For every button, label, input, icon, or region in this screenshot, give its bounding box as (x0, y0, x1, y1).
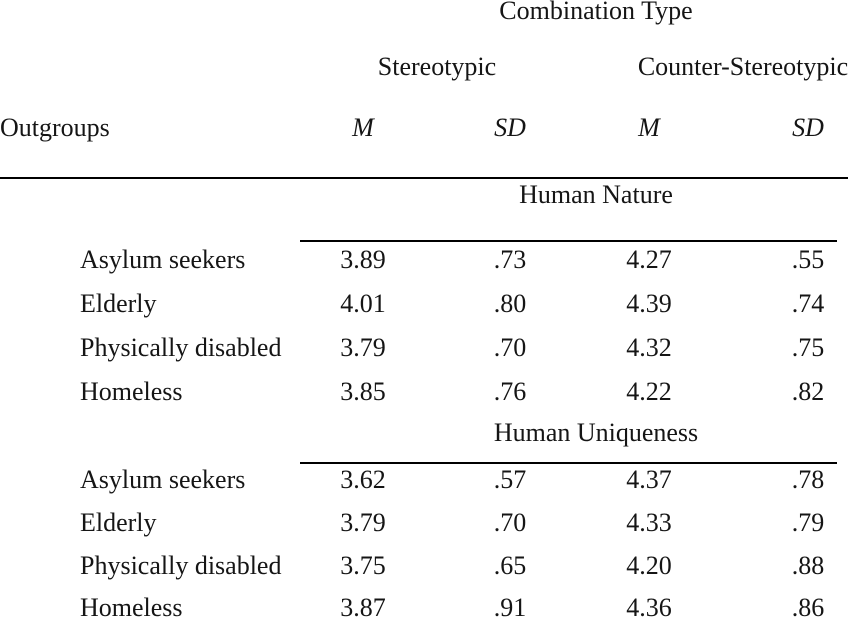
cell-sd2: .82 (791, 377, 825, 406)
table-row: Homeless 3.85 .76 4.22 .82 (0, 377, 848, 407)
table-row: Physically disabled 3.79 .70 4.32 .75 (0, 333, 848, 363)
table-row: Elderly 3.79 .70 4.33 .79 (0, 508, 848, 538)
row-label: Homeless (80, 593, 183, 622)
row-label: Asylum seekers (80, 245, 246, 274)
stat-header-sd1: SD (494, 113, 526, 142)
stat-header-row: Outgroups M SD M SD (0, 113, 848, 143)
cell-m1: 4.01 (340, 289, 386, 318)
section-rule-human-nature (300, 240, 837, 242)
section-rule-human-uniqueness (300, 462, 837, 464)
cell-m1: 3.79 (340, 508, 386, 537)
cell-m1: 3.89 (340, 245, 386, 274)
cell-m2: 4.20 (626, 551, 672, 580)
table-row: Homeless 3.87 .91 4.36 .86 (0, 593, 848, 623)
cell-sd1: .70 (493, 508, 527, 537)
stat-header-m2: M (638, 113, 660, 142)
cell-m2: 4.27 (626, 245, 672, 274)
cell-sd1: .57 (493, 465, 527, 494)
cell-sd2: .75 (791, 333, 825, 362)
group-header-counter-stereotypic: Counter-Stereotypic (637, 52, 848, 81)
cell-sd2: .74 (791, 289, 825, 318)
cell-sd2: .86 (791, 593, 825, 622)
cell-m1: 3.75 (340, 551, 386, 580)
cell-sd2: .78 (791, 465, 825, 494)
cell-sd1: .65 (493, 551, 527, 580)
section-label-human-nature: Human Nature (519, 180, 673, 209)
table-row: Asylum seekers 3.62 .57 4.37 .78 (0, 465, 848, 495)
row-label: Physically disabled (80, 551, 282, 580)
row-label: Elderly (80, 289, 157, 318)
cell-sd2: .88 (791, 551, 825, 580)
cell-sd2: .55 (791, 245, 825, 274)
row-label: Physically disabled (80, 333, 282, 362)
row-label: Homeless (80, 377, 183, 406)
cell-m1: 3.62 (340, 465, 386, 494)
cell-m1: 3.79 (340, 333, 386, 362)
table-title-row: Combination Type (0, 0, 848, 26)
cell-m1: 3.87 (340, 593, 386, 622)
cell-m2: 4.33 (626, 508, 672, 537)
column-group-row: Stereotypic Counter-Stereotypic (0, 52, 848, 82)
cell-sd1: .76 (493, 377, 527, 406)
cell-sd1: .80 (493, 289, 527, 318)
cell-sd2: .79 (791, 508, 825, 537)
section-header-row: Human Uniqueness (0, 418, 848, 448)
group-header-stereotypic: Stereotypic (377, 52, 497, 81)
cell-m1: 3.85 (340, 377, 386, 406)
stat-header-sd2: SD (792, 113, 824, 142)
section-header-row: Human Nature (0, 180, 848, 210)
stat-header-m1: M (352, 113, 374, 142)
cell-sd1: .70 (493, 333, 527, 362)
table-row: Asylum seekers 3.89 .73 4.27 .55 (0, 245, 848, 275)
section-label-human-uniqueness: Human Uniqueness (493, 418, 699, 447)
header-rule (0, 177, 848, 179)
cell-m2: 4.22 (626, 377, 672, 406)
cell-sd1: .73 (493, 245, 527, 274)
cell-m2: 4.39 (626, 289, 672, 318)
row-header-outgroups: Outgroups (0, 113, 110, 142)
row-label: Elderly (80, 508, 157, 537)
row-label: Asylum seekers (80, 465, 246, 494)
cell-m2: 4.37 (626, 465, 672, 494)
cell-m2: 4.36 (626, 593, 672, 622)
cell-m2: 4.32 (626, 333, 672, 362)
cell-sd1: .91 (493, 593, 527, 622)
table-row: Physically disabled 3.75 .65 4.20 .88 (0, 551, 848, 581)
table-row: Elderly 4.01 .80 4.39 .74 (0, 289, 848, 319)
table-title: Combination Type (499, 0, 693, 25)
